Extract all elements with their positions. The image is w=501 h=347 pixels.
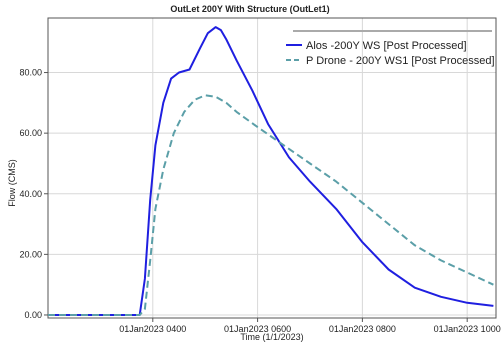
- y-tick-label: 80.00: [19, 68, 42, 78]
- x-tick-label: 01Jan2023 0800: [329, 324, 396, 334]
- y-axis: 0.00 20.00 40.00 60.00 80.00: [19, 68, 48, 320]
- x-axis-label: Time (1/1/2023): [240, 332, 303, 342]
- chart-title: OutLet 200Y With Structure (OutLet1): [170, 4, 329, 14]
- x-axis: 01Jan2023 0400 01Jan2023 0600 01Jan2023 08…: [119, 318, 501, 334]
- series-line-2: [48, 94, 494, 316]
- legend-label-2: P Drone - 200Y WS1 [Post Processed]: [306, 55, 495, 67]
- x-tick-label: 01Jan2023 0600: [224, 324, 291, 334]
- plot-area: [47, 17, 497, 319]
- legend: Alos -200Y WS [Post Processed] P Drone - …: [286, 30, 495, 67]
- series-layer: [48, 26, 494, 316]
- y-tick-label: 20.00: [19, 249, 42, 259]
- y-axis-label: Flow (CMS): [7, 159, 17, 207]
- series-line-1: [48, 26, 494, 316]
- y-tick-label: 60.00: [19, 128, 42, 138]
- legend-label-1: Alos -200Y WS [Post Processed]: [306, 40, 467, 52]
- x-tick-label: 01Jan2023 0400: [119, 324, 186, 334]
- x-tick-label: 01Jan2023 1000: [434, 324, 501, 334]
- y-tick-label: 40.00: [19, 189, 42, 199]
- y-tick-label: 0.00: [24, 310, 42, 320]
